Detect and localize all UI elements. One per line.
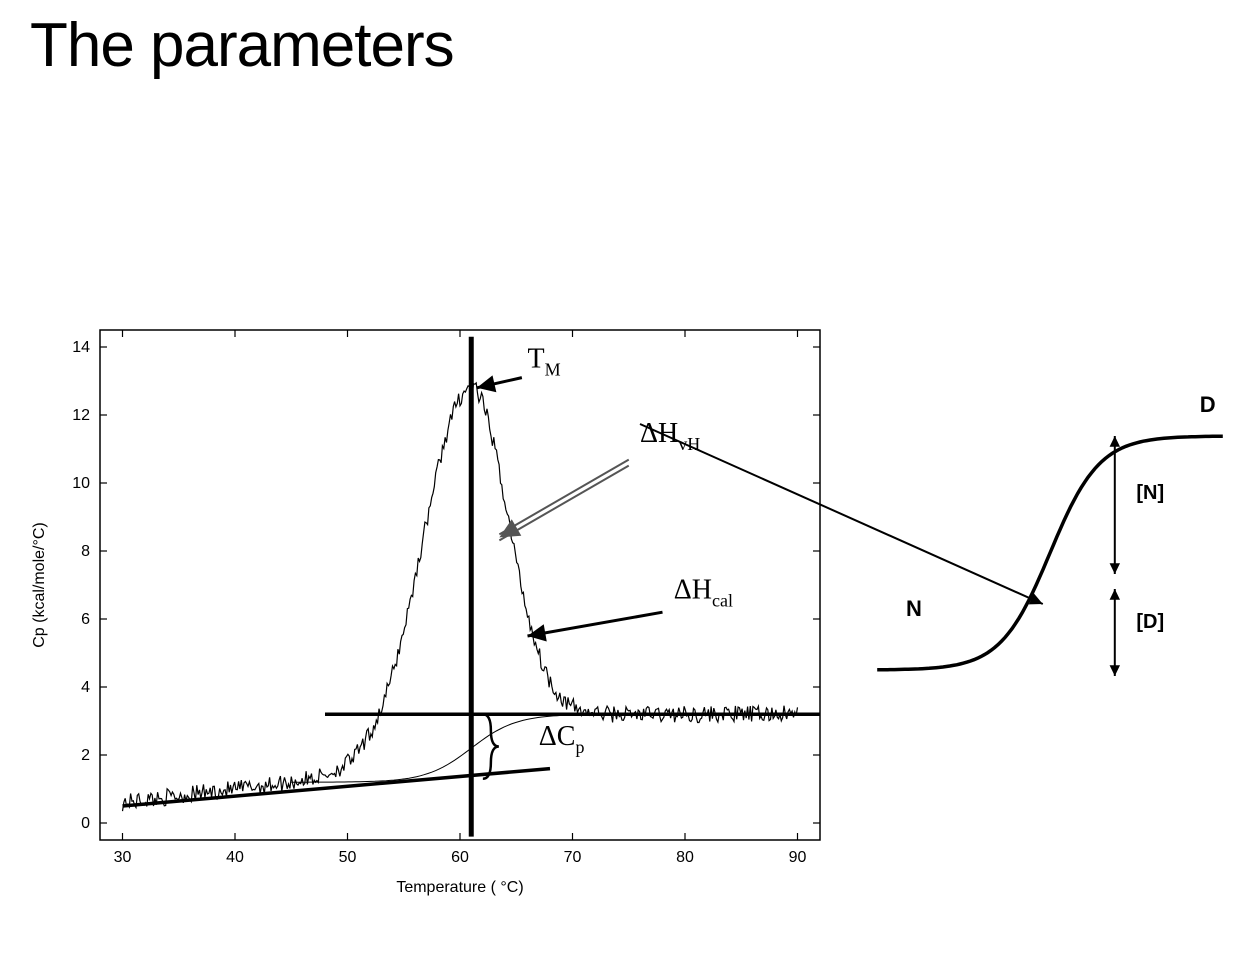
svg-text:ΔHvH: ΔHvH	[640, 418, 700, 454]
svg-text:30: 30	[114, 849, 132, 866]
svg-text:40: 40	[226, 849, 244, 866]
svg-text:ΔHcal: ΔHcal	[674, 575, 733, 611]
svg-text:50: 50	[339, 849, 357, 866]
svg-text:0: 0	[81, 815, 90, 832]
svg-text:12: 12	[72, 407, 90, 424]
svg-text:D: D	[1200, 392, 1216, 417]
sigmoid-transition-diagram: ND[N][D]	[870, 400, 1230, 700]
svg-text:ΔCp: ΔCp	[539, 721, 585, 757]
svg-text:[D]: [D]	[1136, 611, 1164, 633]
svg-text:N: N	[906, 596, 922, 621]
svg-text:TM: TM	[528, 343, 561, 379]
svg-text:Temperature ( °C): Temperature ( °C)	[396, 879, 523, 896]
svg-text:[N]: [N]	[1136, 482, 1164, 504]
svg-text:6: 6	[81, 611, 90, 628]
svg-text:10: 10	[72, 475, 90, 492]
svg-text:2: 2	[81, 747, 90, 764]
svg-text:90: 90	[789, 849, 807, 866]
page-title: The parameters	[30, 10, 454, 81]
svg-text:4: 4	[81, 679, 90, 696]
svg-text:60: 60	[451, 849, 469, 866]
dsc-thermogram-chart: 30 40 50 60 70 80 90 0 2 4 6 8 10 12 14 Temperature ( °…	[20, 310, 840, 910]
svg-text:Cp (kcal/mole/°C): Cp (kcal/mole/°C)	[31, 522, 48, 648]
svg-text:80: 80	[676, 849, 694, 866]
svg-text:8: 8	[81, 543, 90, 560]
svg-text:70: 70	[564, 849, 582, 866]
svg-text:14: 14	[72, 339, 90, 356]
